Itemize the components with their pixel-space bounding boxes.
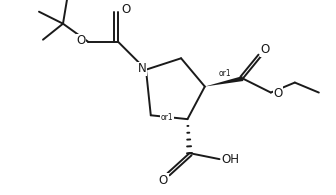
Text: N: N <box>138 62 146 75</box>
Text: O: O <box>76 34 86 47</box>
Text: O: O <box>121 3 131 16</box>
Text: OH: OH <box>221 153 240 166</box>
Polygon shape <box>205 76 243 87</box>
Text: O: O <box>260 43 269 56</box>
Text: O: O <box>159 174 168 187</box>
Text: or1: or1 <box>219 69 232 78</box>
Text: O: O <box>273 87 283 100</box>
Text: or1: or1 <box>161 113 173 122</box>
